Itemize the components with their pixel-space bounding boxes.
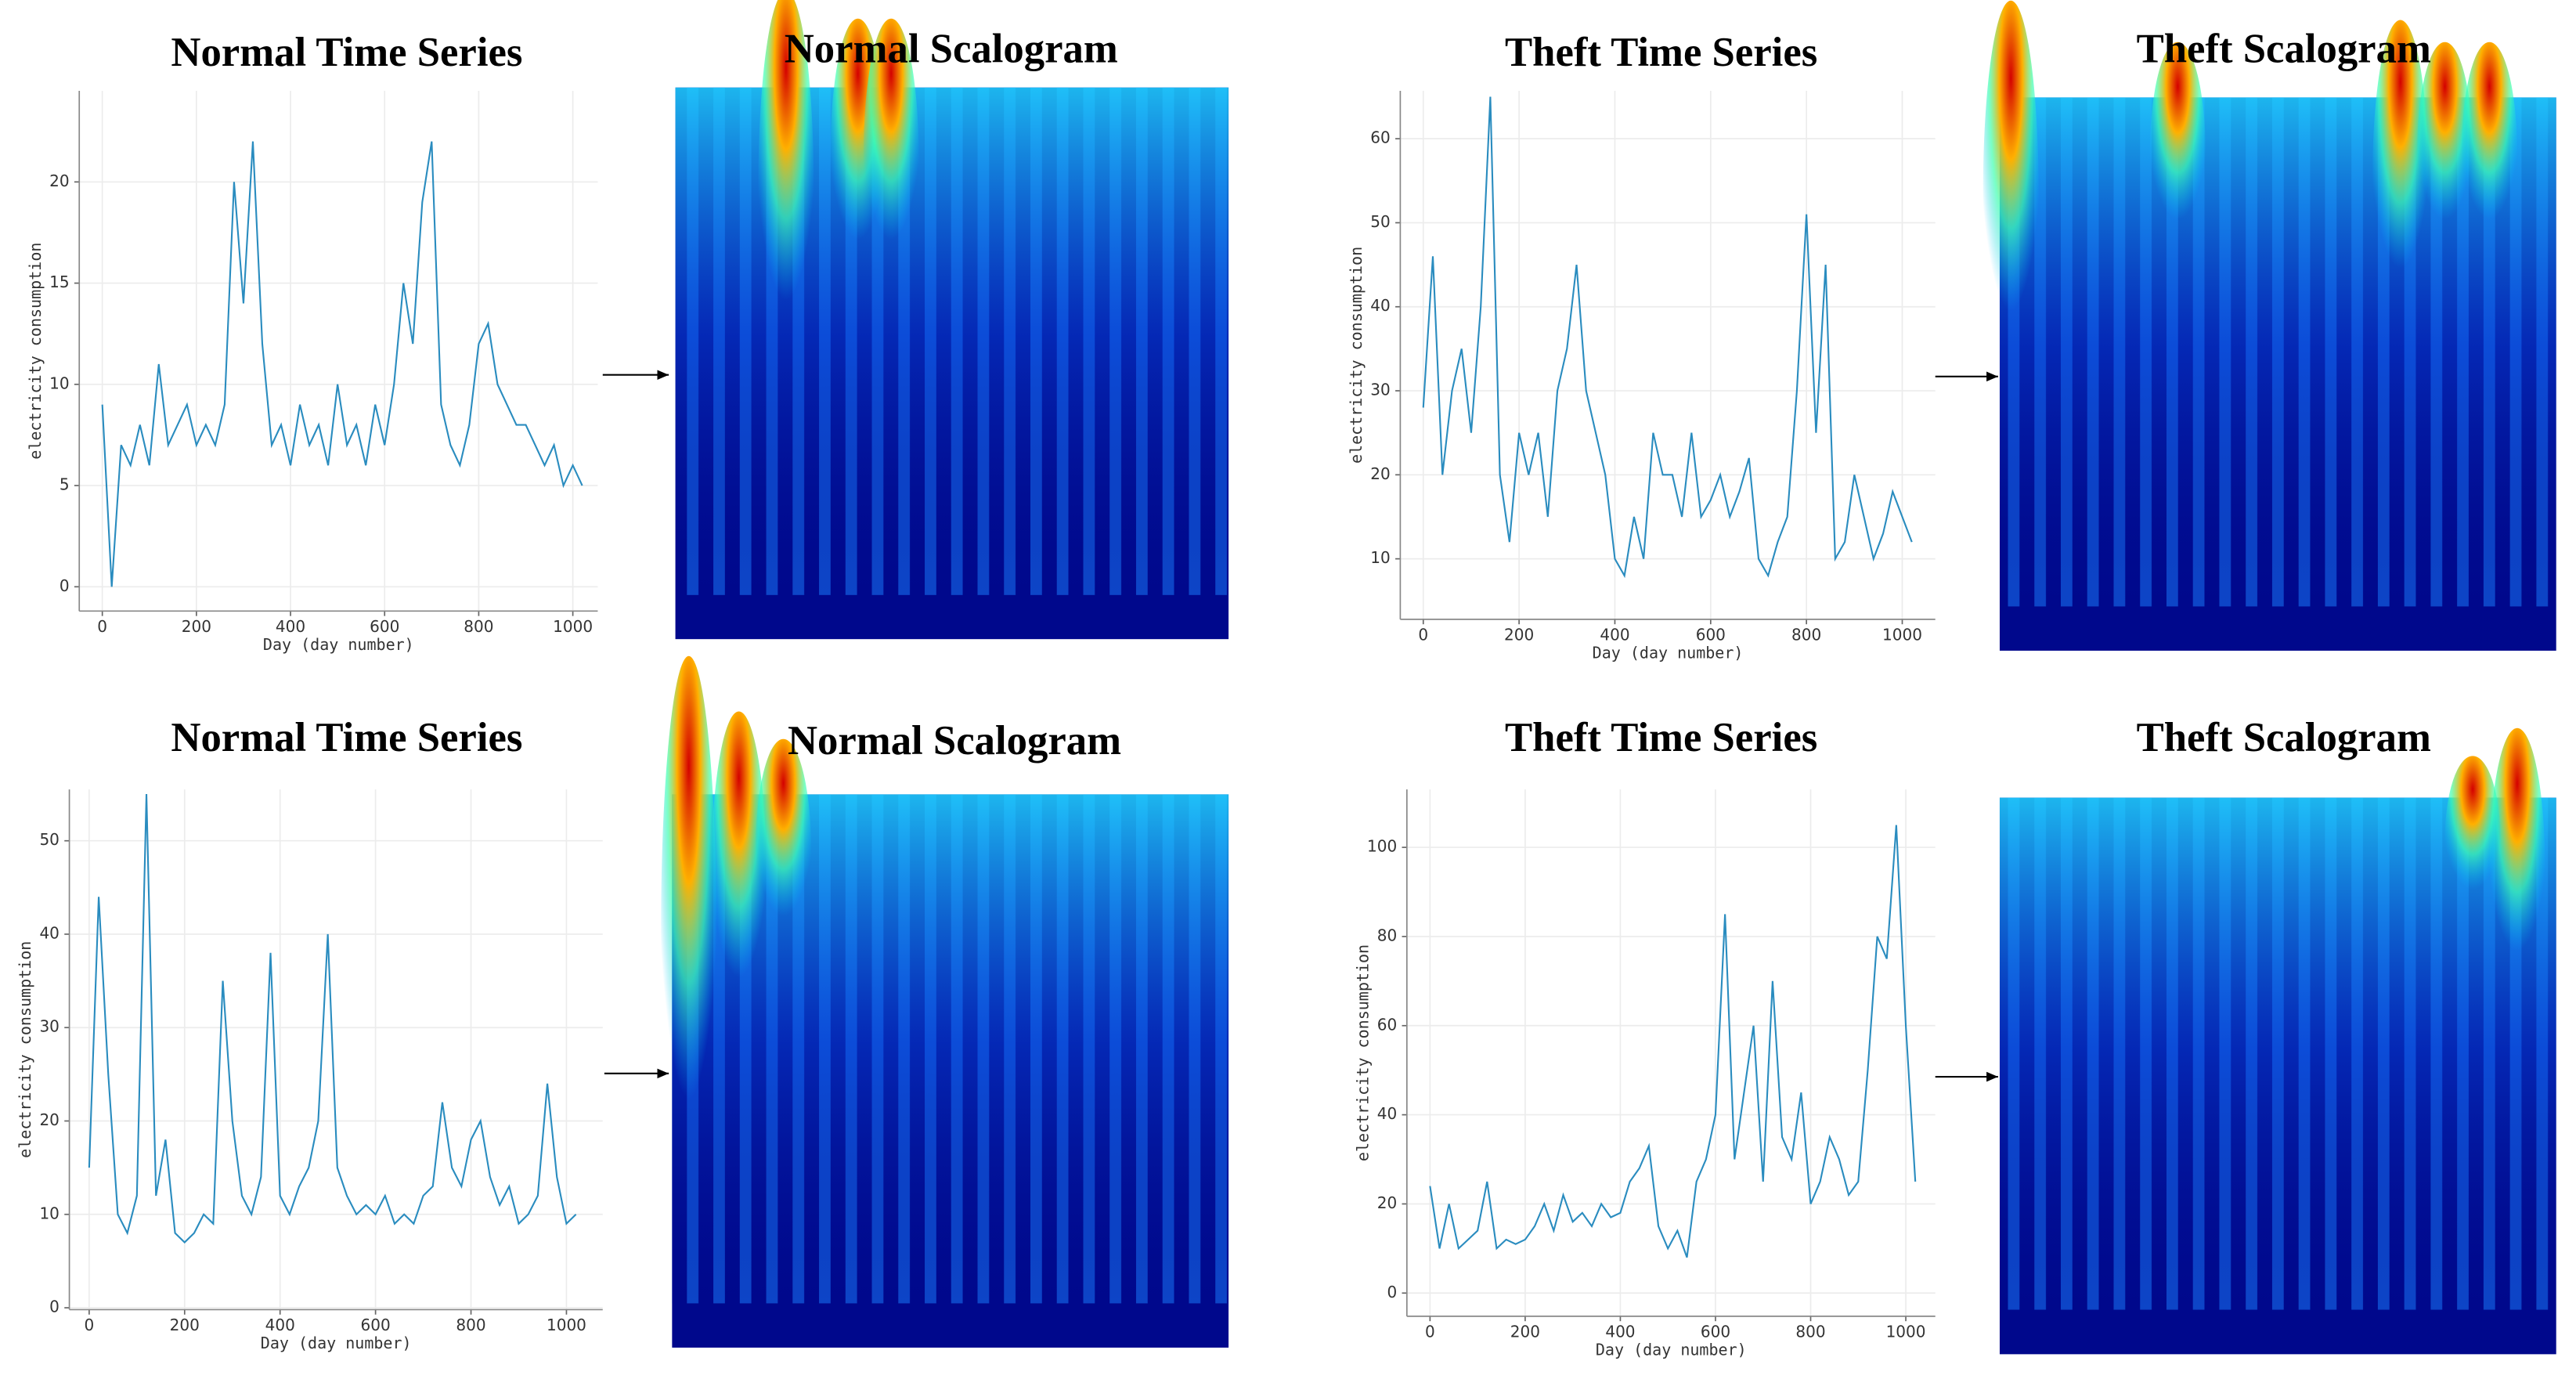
y-tick-label: 20 [49, 171, 69, 190]
x-axis-label: Day (day number) [1596, 1341, 1747, 1359]
y-axis-label: electricity consumption [1347, 247, 1366, 464]
y-tick-label: 15 [49, 273, 69, 291]
scalogram-image [1983, 0, 2556, 651]
y-tick-label: 60 [1377, 1015, 1397, 1034]
scalogram-glow [675, 87, 1229, 640]
x-tick-label: 600 [361, 1316, 391, 1334]
chart-title: Theft Scalogram [2137, 715, 2431, 760]
x-tick-label: 400 [1605, 1322, 1635, 1341]
y-tick-label: 60 [1370, 128, 1390, 147]
x-tick-label: 400 [1600, 625, 1629, 644]
chart-title: Normal Time Series [171, 715, 522, 760]
y-tick-label: 50 [1370, 212, 1390, 231]
x-tick-label: 600 [1701, 1322, 1730, 1341]
x-tick-label: 200 [170, 1316, 200, 1334]
scalogram-hotspot [2149, 42, 2206, 264]
x-tick-label: 0 [97, 617, 107, 636]
x-tick-label: 600 [370, 617, 399, 636]
x-tick-label: 0 [84, 1316, 94, 1334]
x-axis-label: Day (day number) [263, 635, 414, 654]
chart-title: Normal Time Series [171, 30, 522, 75]
series-line [1422, 96, 1913, 579]
y-tick-label: 40 [1377, 1104, 1397, 1123]
scalogram-hotspot [2444, 756, 2501, 923]
x-axis-label: Day (day number) [261, 1334, 412, 1352]
scalogram-hotspot [863, 18, 919, 294]
chart-title: Normal Scalogram [788, 718, 1121, 764]
series-line [101, 141, 583, 587]
x-tick-label: 200 [1510, 1322, 1540, 1341]
series-line [88, 794, 577, 1244]
y-tick-label: 0 [60, 576, 70, 595]
scalogram-hotspot [661, 655, 717, 1210]
scalogram-hotspot [2461, 42, 2517, 264]
x-tick-label: 800 [1791, 625, 1821, 644]
scalogram-hotspot [2489, 727, 2545, 1007]
chart-title: Theft Time Series [1505, 715, 1817, 760]
x-tick-label: 800 [1795, 1322, 1825, 1341]
x-tick-label: 200 [1504, 625, 1534, 644]
scalogram-image [675, 0, 1229, 640]
chart-title: Theft Time Series [1505, 30, 1817, 75]
y-tick-label: 30 [1370, 381, 1390, 399]
y-tick-label: 100 [1367, 837, 1397, 856]
x-tick-label: 1000 [547, 1316, 586, 1334]
x-tick-label: 1000 [1886, 1322, 1926, 1341]
x-tick-label: 1000 [553, 617, 593, 636]
scalogram-hotspot [1983, 0, 2039, 388]
y-tick-label: 5 [60, 475, 70, 494]
x-tick-label: 400 [265, 1316, 295, 1334]
scalogram-hotspot [2417, 42, 2473, 264]
y-tick-label: 40 [1370, 296, 1390, 315]
scalogram-hotspot [755, 738, 812, 961]
chart-title: Theft Scalogram [2137, 27, 2431, 72]
scalogram-hotspot [711, 711, 767, 1044]
y-axis-label: electricity consumption [1354, 944, 1373, 1161]
y-tick-label: 10 [39, 1204, 59, 1222]
y-tick-label: 0 [49, 1298, 60, 1316]
chart-title: Normal Scalogram [785, 27, 1118, 72]
y-tick-label: 0 [1387, 1283, 1397, 1301]
y-axis-label: electricity consumption [26, 243, 45, 460]
x-tick-label: 600 [1696, 625, 1726, 644]
x-tick-label: 0 [1425, 1322, 1435, 1341]
x-tick-label: 0 [1418, 625, 1428, 644]
y-tick-label: 10 [1370, 548, 1390, 567]
scalogram-hotspot [2372, 20, 2429, 330]
y-axis-label: electricity consumption [16, 941, 34, 1158]
y-tick-label: 10 [49, 374, 69, 392]
scalogram-image [1999, 727, 2556, 1355]
series-line [1429, 825, 1917, 1258]
x-tick-label: 400 [276, 617, 305, 636]
scalogram-image [661, 655, 1229, 1348]
y-tick-label: 20 [39, 1110, 59, 1129]
scalogram-hotspot [758, 0, 814, 377]
x-tick-label: 200 [182, 617, 211, 636]
y-tick-label: 30 [39, 1017, 59, 1036]
y-tick-label: 50 [39, 830, 59, 849]
x-axis-label: Day (day number) [1593, 644, 1744, 662]
x-tick-label: 1000 [1882, 625, 1922, 644]
x-tick-label: 800 [464, 617, 493, 636]
y-tick-label: 40 [39, 923, 59, 942]
y-tick-label: 20 [1370, 464, 1390, 483]
x-tick-label: 800 [456, 1316, 485, 1334]
y-tick-label: 80 [1377, 926, 1397, 944]
y-tick-label: 20 [1377, 1193, 1397, 1212]
